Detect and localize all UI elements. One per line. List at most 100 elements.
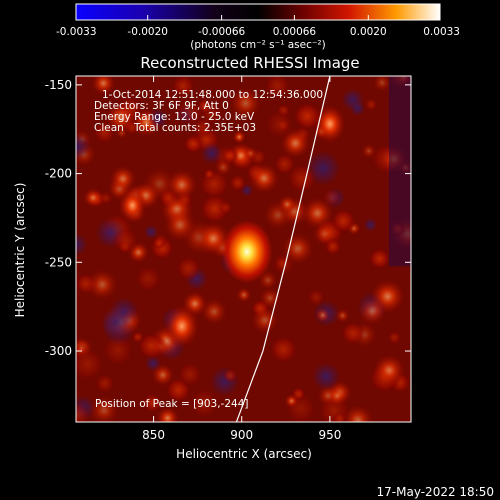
heatmap-texture-blob <box>301 196 335 230</box>
x-tick-label: 850 <box>142 428 165 442</box>
heatmap-texture-blob <box>340 320 366 346</box>
heatmap-texture-blob <box>324 237 342 256</box>
heatmap-texture-blob <box>258 286 282 310</box>
heatmap-texture-blob <box>94 373 116 394</box>
heatmap-texture-blob <box>326 385 348 407</box>
annotation-energy-range: Energy Range: 12.0 - 25.0 keV <box>94 111 255 123</box>
heatmap-sources <box>117 103 347 349</box>
heatmap-texture-blob <box>76 346 105 382</box>
heatmap-texture-blob <box>315 307 331 323</box>
source-peak <box>313 103 347 144</box>
colorbar-ticks: -0.0033 -0.0020 -0.00066 0.00066 0.0020 0.003… <box>56 15 460 38</box>
heatmap-texture-blob <box>76 401 91 422</box>
heatmap-texture-blob <box>175 255 202 282</box>
heatmap-texture-blob <box>131 330 145 344</box>
heatmap-texture-blob <box>322 187 342 207</box>
heatmap-texture-blob <box>248 162 280 194</box>
colorbar-tick-label: 0.00066 <box>273 26 317 38</box>
x-tick-label: 950 <box>318 428 341 442</box>
heatmap-texture-blob <box>332 411 348 422</box>
colorbar-units: (photons cm⁻² s⁻¹ asec⁻²) <box>190 39 325 51</box>
heatmap-texture-blob <box>200 142 223 164</box>
heatmap-texture-band <box>389 76 411 267</box>
heatmap-texture-blob <box>372 353 406 387</box>
heatmap-texture-blob <box>330 208 357 234</box>
heatmap-texture-blob <box>387 330 402 345</box>
footer-date: 17-May-2022 18:50 <box>377 485 494 499</box>
heatmap-texture-blob <box>148 108 169 129</box>
x-axis-label: Heliocentric X (arcsec) <box>176 447 312 461</box>
chart-title: Reconstructed RHESSI Image <box>140 54 359 72</box>
heatmap-texture-blob <box>286 162 318 194</box>
heatmap-texture-blob <box>177 361 203 388</box>
heatmap-texture-blob <box>199 193 231 225</box>
heatmap-texture-blob <box>143 224 159 239</box>
annotation-time-range: 1-Oct-2014 12:51:48.000 to 12:54:36.000 <box>102 89 323 101</box>
heatmap-texture-blob <box>86 268 119 301</box>
heatmap-texture-blob <box>76 233 88 257</box>
heatmap-texture-blob <box>155 406 180 422</box>
heatmap-texture-blob <box>111 227 140 255</box>
y-tick-label: -200 <box>45 167 72 181</box>
heatmap-texture-blob <box>228 173 247 192</box>
heatmap-texture-blob <box>109 165 137 193</box>
heatmap-texture-blob <box>82 187 104 208</box>
heatmap-texture-blob <box>188 387 220 419</box>
annotation-peak-position: Position of Peak = [903,-244] <box>95 398 249 410</box>
heatmap-texture-blob <box>312 362 340 391</box>
heatmap-texture-blob <box>141 392 163 414</box>
heatmap-texture-blob <box>368 247 391 270</box>
colorbar-tick-label: -0.0020 <box>127 26 168 38</box>
heatmap-texture-blob <box>221 146 239 165</box>
heatmap-texture-blob <box>134 264 163 293</box>
source-peak <box>221 220 273 284</box>
heatmap-texture-blob <box>76 133 91 160</box>
annotation-detectors: Detectors: 3F 6F 9F, Att 0 <box>94 100 229 112</box>
y-tick-label: -300 <box>45 344 72 358</box>
heatmap-texture-blob <box>372 76 392 93</box>
heatmap-texture-blob <box>183 133 204 154</box>
heatmap-texture-blob <box>271 252 296 277</box>
heatmap-texture-blob <box>341 88 364 111</box>
heatmap-texture-blob <box>263 76 291 99</box>
x-axis-ticks: 850 900 950 <box>142 76 341 442</box>
heatmap-texture-blob <box>101 307 130 336</box>
heatmap-texture-blob <box>90 76 116 96</box>
plot-frame <box>75 75 412 423</box>
heatmap-texture-blob <box>165 168 198 201</box>
heatmap-texture-blob <box>250 305 280 335</box>
heatmap-texture-blob <box>229 86 263 120</box>
heatmap-image <box>76 76 411 422</box>
heatmap-texture-blob <box>243 146 258 161</box>
heatmap-texture-blob <box>171 76 196 98</box>
heatmap-texture-blob <box>104 101 138 134</box>
solar-limb <box>235 76 331 422</box>
y-axis-ticks: -150 -200 -250 -300 <box>45 78 411 358</box>
y-tick-label: -150 <box>45 78 72 92</box>
heatmap-texture-blob <box>363 217 378 232</box>
heatmap-texture-blob <box>203 168 216 181</box>
y-tick-label: -250 <box>45 255 72 269</box>
source-peak <box>163 304 200 349</box>
heatmap-texture-blob <box>236 287 252 303</box>
heatmap-texture-blob <box>361 143 377 159</box>
y-axis-label: Heliocentric Y (arcsec) <box>13 183 27 318</box>
heatmap-texture-blob <box>264 109 295 140</box>
heatmap-texture-blob <box>335 308 350 323</box>
colorbar-tick-label: 0.0020 <box>350 26 387 38</box>
heatmap-texture-blob <box>268 334 298 364</box>
colorbar-tick-label: -0.00066 <box>198 26 246 38</box>
x-tick-label: 900 <box>230 428 253 442</box>
heatmap-texture-blob <box>151 363 175 387</box>
heatmap-texture-blob <box>218 200 233 215</box>
heatmap-texture-blob <box>284 393 299 409</box>
heatmap-texture-blob <box>357 296 387 326</box>
heatmap-texture-blob <box>88 394 120 422</box>
heatmap-texture-blob <box>137 331 166 361</box>
heatmap-texture-blob <box>175 98 205 127</box>
heatmap-texture-blob <box>232 130 246 144</box>
heatmap-texture <box>76 76 411 422</box>
heatmap-texture-blob <box>277 194 297 214</box>
colorbar-tick-label: -0.0033 <box>56 26 97 38</box>
